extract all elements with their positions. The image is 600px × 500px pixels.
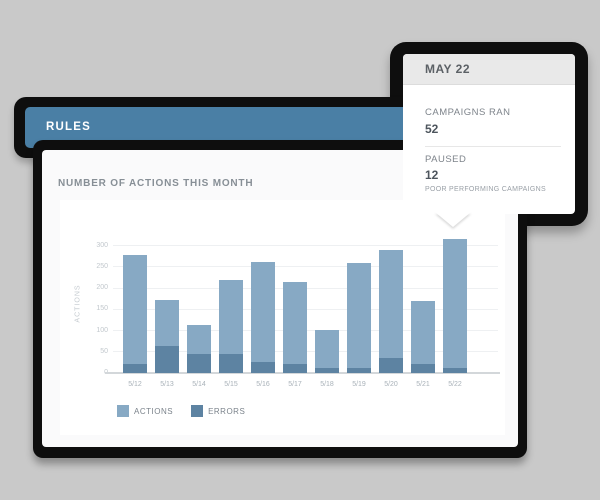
bar-actions-5/17[interactable] xyxy=(283,281,307,373)
bar-actions-5/16[interactable] xyxy=(251,261,275,373)
x-tick-label-5/22: 5/22 xyxy=(448,381,462,388)
y-axis-title: ACTIONS xyxy=(74,284,82,323)
bar-actions-5/21[interactable] xyxy=(411,301,435,373)
stat-value-campaigns-ran: 52 xyxy=(425,122,439,136)
grid-line-300 xyxy=(113,245,498,246)
bar-errors-5/14[interactable] xyxy=(187,354,211,373)
legend: ACTIONS ERRORS xyxy=(117,405,245,417)
y-tick-label-50: 50 xyxy=(100,347,108,355)
y-tick-label-150: 150 xyxy=(96,305,108,313)
stat-caption: POOR PERFORMING CAMPAIGNS xyxy=(425,186,546,193)
bar-actions-5/19[interactable] xyxy=(347,262,371,373)
bar-errors-5/18[interactable] xyxy=(315,367,339,373)
legend-item-errors[interactable]: ERRORS xyxy=(191,405,245,417)
bar-actions-5/18[interactable] xyxy=(315,329,339,373)
bar-actions-5/12[interactable] xyxy=(123,254,147,373)
y-tick-label-100: 100 xyxy=(96,326,108,334)
x-tick-label-5/12: 5/12 xyxy=(128,381,142,388)
x-tick-label-5/19: 5/19 xyxy=(352,381,366,388)
chart-panel: 0 50 100 150 200 250 300 ACTIONS 5/12 5/13 5/14 5/1… xyxy=(60,200,505,435)
bar-errors-5/16[interactable] xyxy=(251,361,275,373)
stat-label-paused: PAUSED xyxy=(425,154,467,165)
bar-actions-5/20[interactable] xyxy=(379,250,403,373)
x-tick-label-5/16: 5/16 xyxy=(256,381,270,388)
bar-errors-5/17[interactable] xyxy=(283,363,307,373)
x-tick-label-5/17: 5/17 xyxy=(288,381,302,388)
y-tick-label-250: 250 xyxy=(96,262,108,270)
stat-label-campaigns-ran: CAMPAIGNS RAN xyxy=(425,107,511,118)
legend-label-errors: ERRORS xyxy=(208,406,246,416)
x-tick-label-5/21: 5/21 xyxy=(416,381,430,388)
y-tick-label-300: 300 xyxy=(96,241,108,249)
tooltip-pointer-icon xyxy=(435,212,471,227)
card-title: NUMBER OF ACTIONS THIS MONTH xyxy=(58,178,254,189)
y-tick-label-0: 0 xyxy=(60,368,108,377)
bar-errors-5/20[interactable] xyxy=(379,358,403,373)
stat-value-paused: 12 xyxy=(425,168,439,182)
bar-errors-5/21[interactable] xyxy=(411,363,435,373)
grid-line-250 xyxy=(113,266,498,268)
x-axis-line xyxy=(105,371,500,374)
legend-label-actions: ACTIONS xyxy=(134,406,174,416)
x-tick-label-5/20: 5/20 xyxy=(384,381,398,388)
stat-divider xyxy=(425,146,561,147)
rules-title: RULES xyxy=(46,121,91,133)
bar-errors-5/22[interactable] xyxy=(443,367,467,373)
x-tick-label-5/14: 5/14 xyxy=(192,381,206,388)
tooltip-title: MAY 22 xyxy=(425,62,471,76)
bar-errors-5/12[interactable] xyxy=(123,364,147,373)
legend-swatch-errors xyxy=(191,405,204,417)
x-tick-label-5/15: 5/15 xyxy=(224,381,238,388)
bar-errors-5/15[interactable] xyxy=(219,354,243,373)
x-tick-label-5/18: 5/18 xyxy=(320,381,334,388)
bar-errors-5/13[interactable] xyxy=(155,345,179,373)
bar-errors-5/19[interactable] xyxy=(347,367,371,373)
tooltip-header: MAY 22 xyxy=(403,54,575,85)
legend-swatch-actions xyxy=(117,405,129,417)
actions-card: NUMBER OF ACTIONS THIS MONTH 0 50 100 150 20… xyxy=(42,150,518,447)
x-tick-label-5/13: 5/13 xyxy=(160,381,174,388)
bar-actions-5/22[interactable] xyxy=(443,238,467,373)
legend-item-actions[interactable]: ACTIONS xyxy=(117,405,173,417)
y-tick-label-200: 200 xyxy=(96,284,108,292)
tooltip-popup: MAY 22 CAMPAIGNS RAN 52 PAUSED 12 POOR P… xyxy=(403,54,575,214)
